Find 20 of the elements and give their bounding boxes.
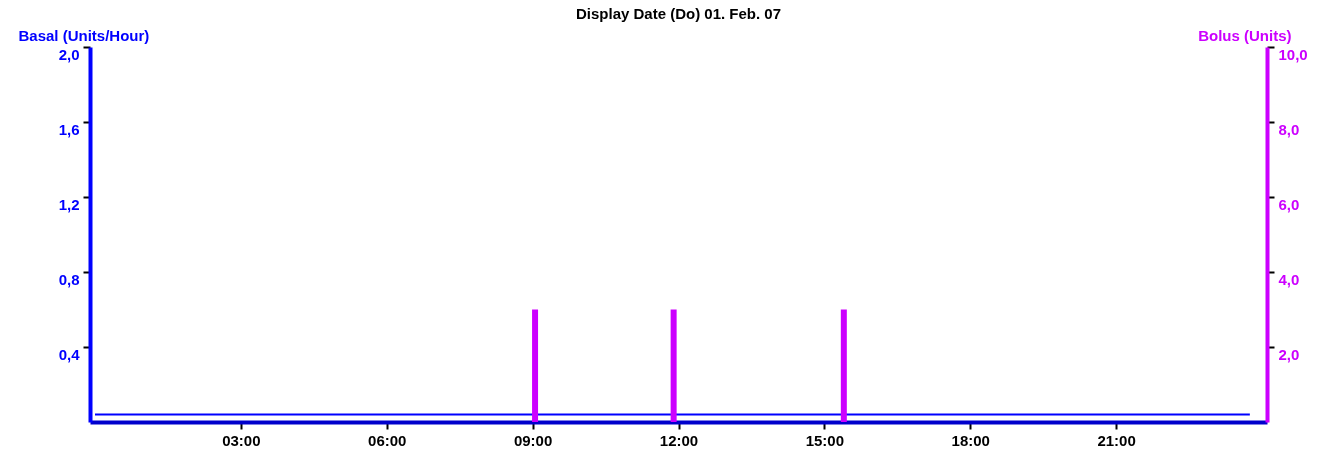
y-tick-label: 1,2 xyxy=(58,195,80,213)
y2-tick-label: 4,0 xyxy=(1278,270,1300,288)
y-tick-label: 1,6 xyxy=(58,120,80,138)
x-tick-label: 18:00 xyxy=(951,431,990,449)
y-tick-label: 0,4 xyxy=(58,345,81,363)
y-axis-title: Basal (Units/Hour) xyxy=(18,26,150,44)
x-tick-label: 15:00 xyxy=(805,431,845,449)
x-tick-label: 03:00 xyxy=(222,431,261,449)
x-tick-label: 06:00 xyxy=(368,431,407,449)
x-tick-label: 12:00 xyxy=(659,431,699,449)
y2-axis-title: Bolus (Units) xyxy=(1198,26,1292,44)
y-tick-label: 0,8 xyxy=(58,270,80,288)
y2-tick-label: 6,0 xyxy=(1278,195,1300,213)
y-tick-label: 2,0 xyxy=(58,45,80,63)
y2-tick-label: 2,0 xyxy=(1278,345,1300,363)
chart-title: Display Date (Do) 01. Feb. 07 xyxy=(575,5,782,22)
y2-tick-label: 10,0 xyxy=(1278,45,1308,63)
x-tick-label: 09:00 xyxy=(513,431,553,449)
y2-tick-label: 8,0 xyxy=(1278,120,1300,138)
x-tick-label: 21:00 xyxy=(1097,431,1136,449)
